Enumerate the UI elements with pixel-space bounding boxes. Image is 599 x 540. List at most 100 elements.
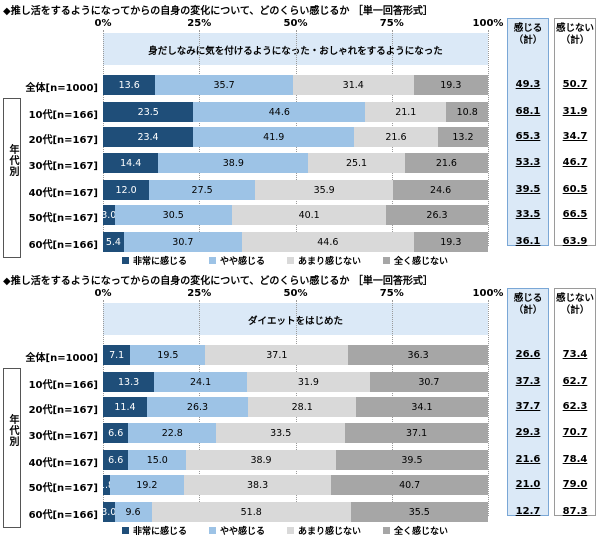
- data-label: 12.0: [115, 184, 137, 196]
- not-feel-total-value: 31.9: [562, 106, 588, 117]
- age-group-label: 年代別: [7, 414, 18, 447]
- row-label: 60代[n=166]: [28, 240, 98, 251]
- feel-total-value: 53.3: [515, 157, 541, 168]
- bar-segment: 41.9: [193, 127, 355, 147]
- axis-tick-label: 50%: [283, 18, 308, 29]
- bar-segment: 6.6: [103, 423, 129, 443]
- bar-segment: 28.1: [248, 397, 357, 417]
- chart-title: ◆推し活をするようになってからの自身の変化について、どのくらい感じるか ［単一回…: [3, 6, 433, 17]
- legend-swatch: [209, 257, 217, 264]
- feel-total-value: 21.6: [515, 454, 541, 465]
- bar-segment: 21.6: [354, 127, 438, 147]
- bar-segment: 13.3: [103, 372, 155, 392]
- bar-segment: 6.6: [103, 450, 129, 470]
- data-label: 34.1: [411, 401, 433, 413]
- bar-segment: 36.3: [348, 345, 488, 365]
- bar-segment: 3.0: [101, 502, 117, 522]
- legend-item: 非常に感じる: [122, 524, 187, 537]
- row-label: 20代[n=167]: [28, 405, 98, 416]
- data-label: 37.1: [405, 427, 428, 439]
- data-label: 35.9: [313, 184, 335, 196]
- data-label: 38.9: [222, 157, 244, 169]
- data-label: 26.3: [186, 401, 209, 413]
- not-feel-total-header: 感じない （計）: [555, 23, 594, 46]
- data-label: 33.5: [270, 427, 292, 439]
- bar-segment: 26.3: [146, 397, 249, 417]
- bar-segment: 7.1: [103, 345, 131, 365]
- not-feel-total-value: 46.7: [562, 157, 588, 168]
- axis-tick-label: 0%: [94, 288, 112, 299]
- legend-label: やや感じる: [220, 527, 266, 537]
- bar-segment: 11.4: [103, 397, 147, 417]
- feel-total-value: 49.3: [515, 79, 541, 90]
- feel-total-header: 感じる （計）: [513, 293, 543, 316]
- data-label: 6.6: [108, 427, 124, 439]
- legend-label: あまり感じない: [298, 257, 362, 267]
- axis-tick-label: 25%: [187, 18, 212, 29]
- legend-swatch: [122, 257, 129, 264]
- bar-segment: 37.1: [345, 423, 488, 443]
- data-label: 11.4: [114, 401, 136, 413]
- axis-tick-label: 100%: [472, 288, 504, 299]
- data-label: 6.6: [108, 454, 124, 466]
- age-group-box: [3, 98, 21, 258]
- row-label: 50代[n=167]: [28, 213, 98, 224]
- row-label: 10代[n=166]: [28, 380, 98, 391]
- data-label: 3.0: [101, 506, 117, 518]
- legend: 非常に感じる やや感じる あまり感じない 全く感じない: [122, 254, 448, 267]
- legend-swatch: [383, 257, 391, 264]
- data-label: 28.1: [291, 401, 313, 413]
- feel-total-value: 29.3: [515, 427, 541, 438]
- data-label: 21.6: [435, 157, 457, 169]
- data-label: 25.1: [345, 157, 368, 169]
- bar-segment: 35.5: [350, 502, 488, 522]
- axis-tick-label: 25%: [187, 288, 212, 299]
- legend-swatch: [122, 527, 129, 534]
- not-feel-total-value: 79.0: [562, 479, 588, 490]
- bar-segment: 14.4: [103, 153, 159, 173]
- bar-segment: 37.1: [205, 345, 349, 365]
- row-label: 20代[n=167]: [28, 135, 98, 146]
- data-label: 30.7: [418, 376, 440, 388]
- data-label: 5.4: [105, 236, 121, 248]
- legend-label: やや感じる: [220, 257, 266, 267]
- age-group-box: [3, 368, 21, 528]
- data-label: 41.9: [263, 131, 285, 143]
- bar-segment: 19.2: [109, 475, 184, 495]
- data-label: 35.5: [408, 506, 430, 518]
- data-label: 24.6: [430, 184, 452, 196]
- bar-segment: 24.1: [154, 372, 247, 392]
- bar-segment: 40.7: [331, 475, 488, 495]
- data-label: 9.6: [125, 506, 141, 518]
- data-label: 31.9: [297, 376, 319, 388]
- row-label: 全体[n=1000]: [25, 83, 98, 94]
- legend-swatch: [209, 527, 217, 534]
- not-feel-total-value: 34.7: [562, 131, 588, 142]
- data-label: 23.5: [137, 106, 159, 118]
- data-label: 40.1: [298, 209, 320, 221]
- bar-segment: 21.1: [365, 102, 447, 122]
- data-label: 30.5: [162, 209, 184, 221]
- data-label: 19.3: [440, 79, 462, 91]
- data-label: 21.1: [395, 106, 417, 118]
- bar-segment: 31.4: [292, 75, 414, 95]
- bar-segment: 15.0: [128, 450, 187, 470]
- age-group-label: 年代別: [7, 144, 18, 177]
- bar-segment: 12.0: [103, 180, 150, 200]
- bar-segment: 23.4: [103, 127, 194, 147]
- bar-segment: 13.6: [103, 75, 156, 95]
- bar-segment: 34.1: [356, 397, 488, 417]
- legend-label: 非常に感じる: [133, 257, 188, 267]
- data-label: 1.8: [98, 479, 115, 491]
- data-label: 14.4: [120, 157, 142, 169]
- data-label: 19.2: [136, 479, 158, 491]
- feel-total-value: 26.6: [515, 349, 541, 360]
- legend-item: やや感じる: [209, 524, 265, 537]
- legend-swatch: [383, 527, 391, 534]
- bar-segment: 22.8: [128, 423, 217, 443]
- bar-segment: 26.3: [386, 205, 488, 225]
- feel-total-value: 39.5: [515, 184, 541, 195]
- bar-segment: 51.8: [151, 502, 351, 522]
- data-label: 36.3: [407, 349, 429, 361]
- data-label: 24.1: [190, 376, 212, 388]
